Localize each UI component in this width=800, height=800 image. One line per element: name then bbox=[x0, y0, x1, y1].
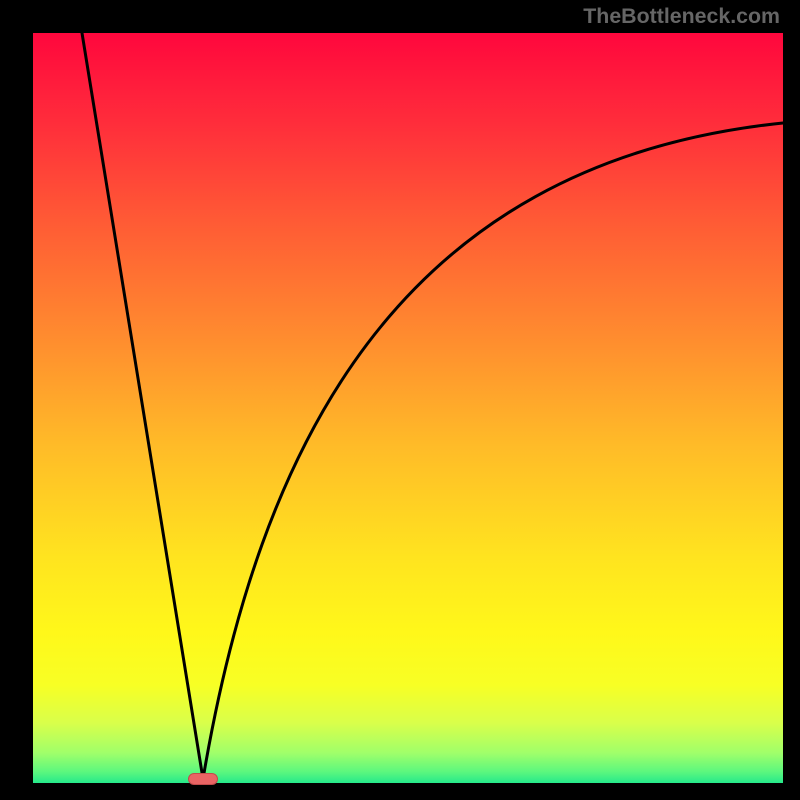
curve-path bbox=[82, 33, 783, 779]
watermark-text: TheBottleneck.com bbox=[583, 4, 780, 29]
plot-area bbox=[33, 33, 783, 783]
optimal-point-marker bbox=[188, 773, 218, 785]
canvas-root: TheBottleneck.com bbox=[0, 0, 800, 800]
bottleneck-curve bbox=[33, 33, 783, 783]
